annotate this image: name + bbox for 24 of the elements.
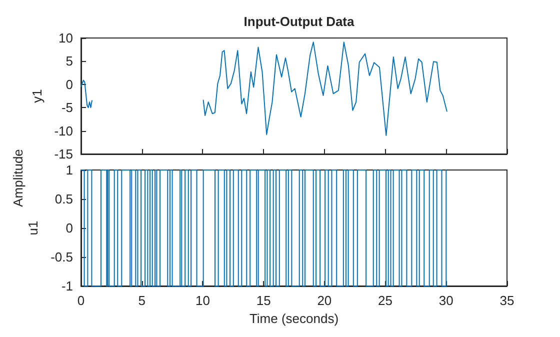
y-tick-label: -10: [54, 123, 73, 138]
y-tick-label: 0: [66, 76, 73, 92]
y-tick-label: 5: [66, 54, 73, 69]
x-tick-label: 20: [317, 293, 332, 308]
chart-title: Input-Output Data: [244, 14, 355, 29]
x-tick-label: 5: [138, 293, 146, 308]
y-tick-label: 10: [58, 30, 73, 46]
y-tick-label: -15: [54, 146, 73, 162]
y-tick-label: 0.5: [54, 192, 73, 206]
y-axis-title: y1: [29, 89, 44, 103]
y-tick-label: 0: [66, 220, 73, 236]
x-tick-label: 10: [195, 293, 210, 308]
y-tick-label: -5: [61, 100, 73, 116]
text: Amplitude: [10, 149, 26, 207]
x-axis-title: Time (seconds): [249, 310, 339, 326]
x-tick-label: 35: [500, 293, 514, 308]
y-tick-label: 1: [66, 162, 73, 178]
x-tick-label: 0: [77, 293, 85, 308]
y-tick-label: -1: [61, 278, 73, 294]
y-tick-label: -0.5: [50, 250, 73, 264]
x-tick-label: 15: [256, 293, 271, 308]
y-axis-title: u1: [26, 220, 41, 236]
x-tick-label: 30: [438, 293, 454, 308]
x-tick-label: 25: [378, 293, 393, 308]
